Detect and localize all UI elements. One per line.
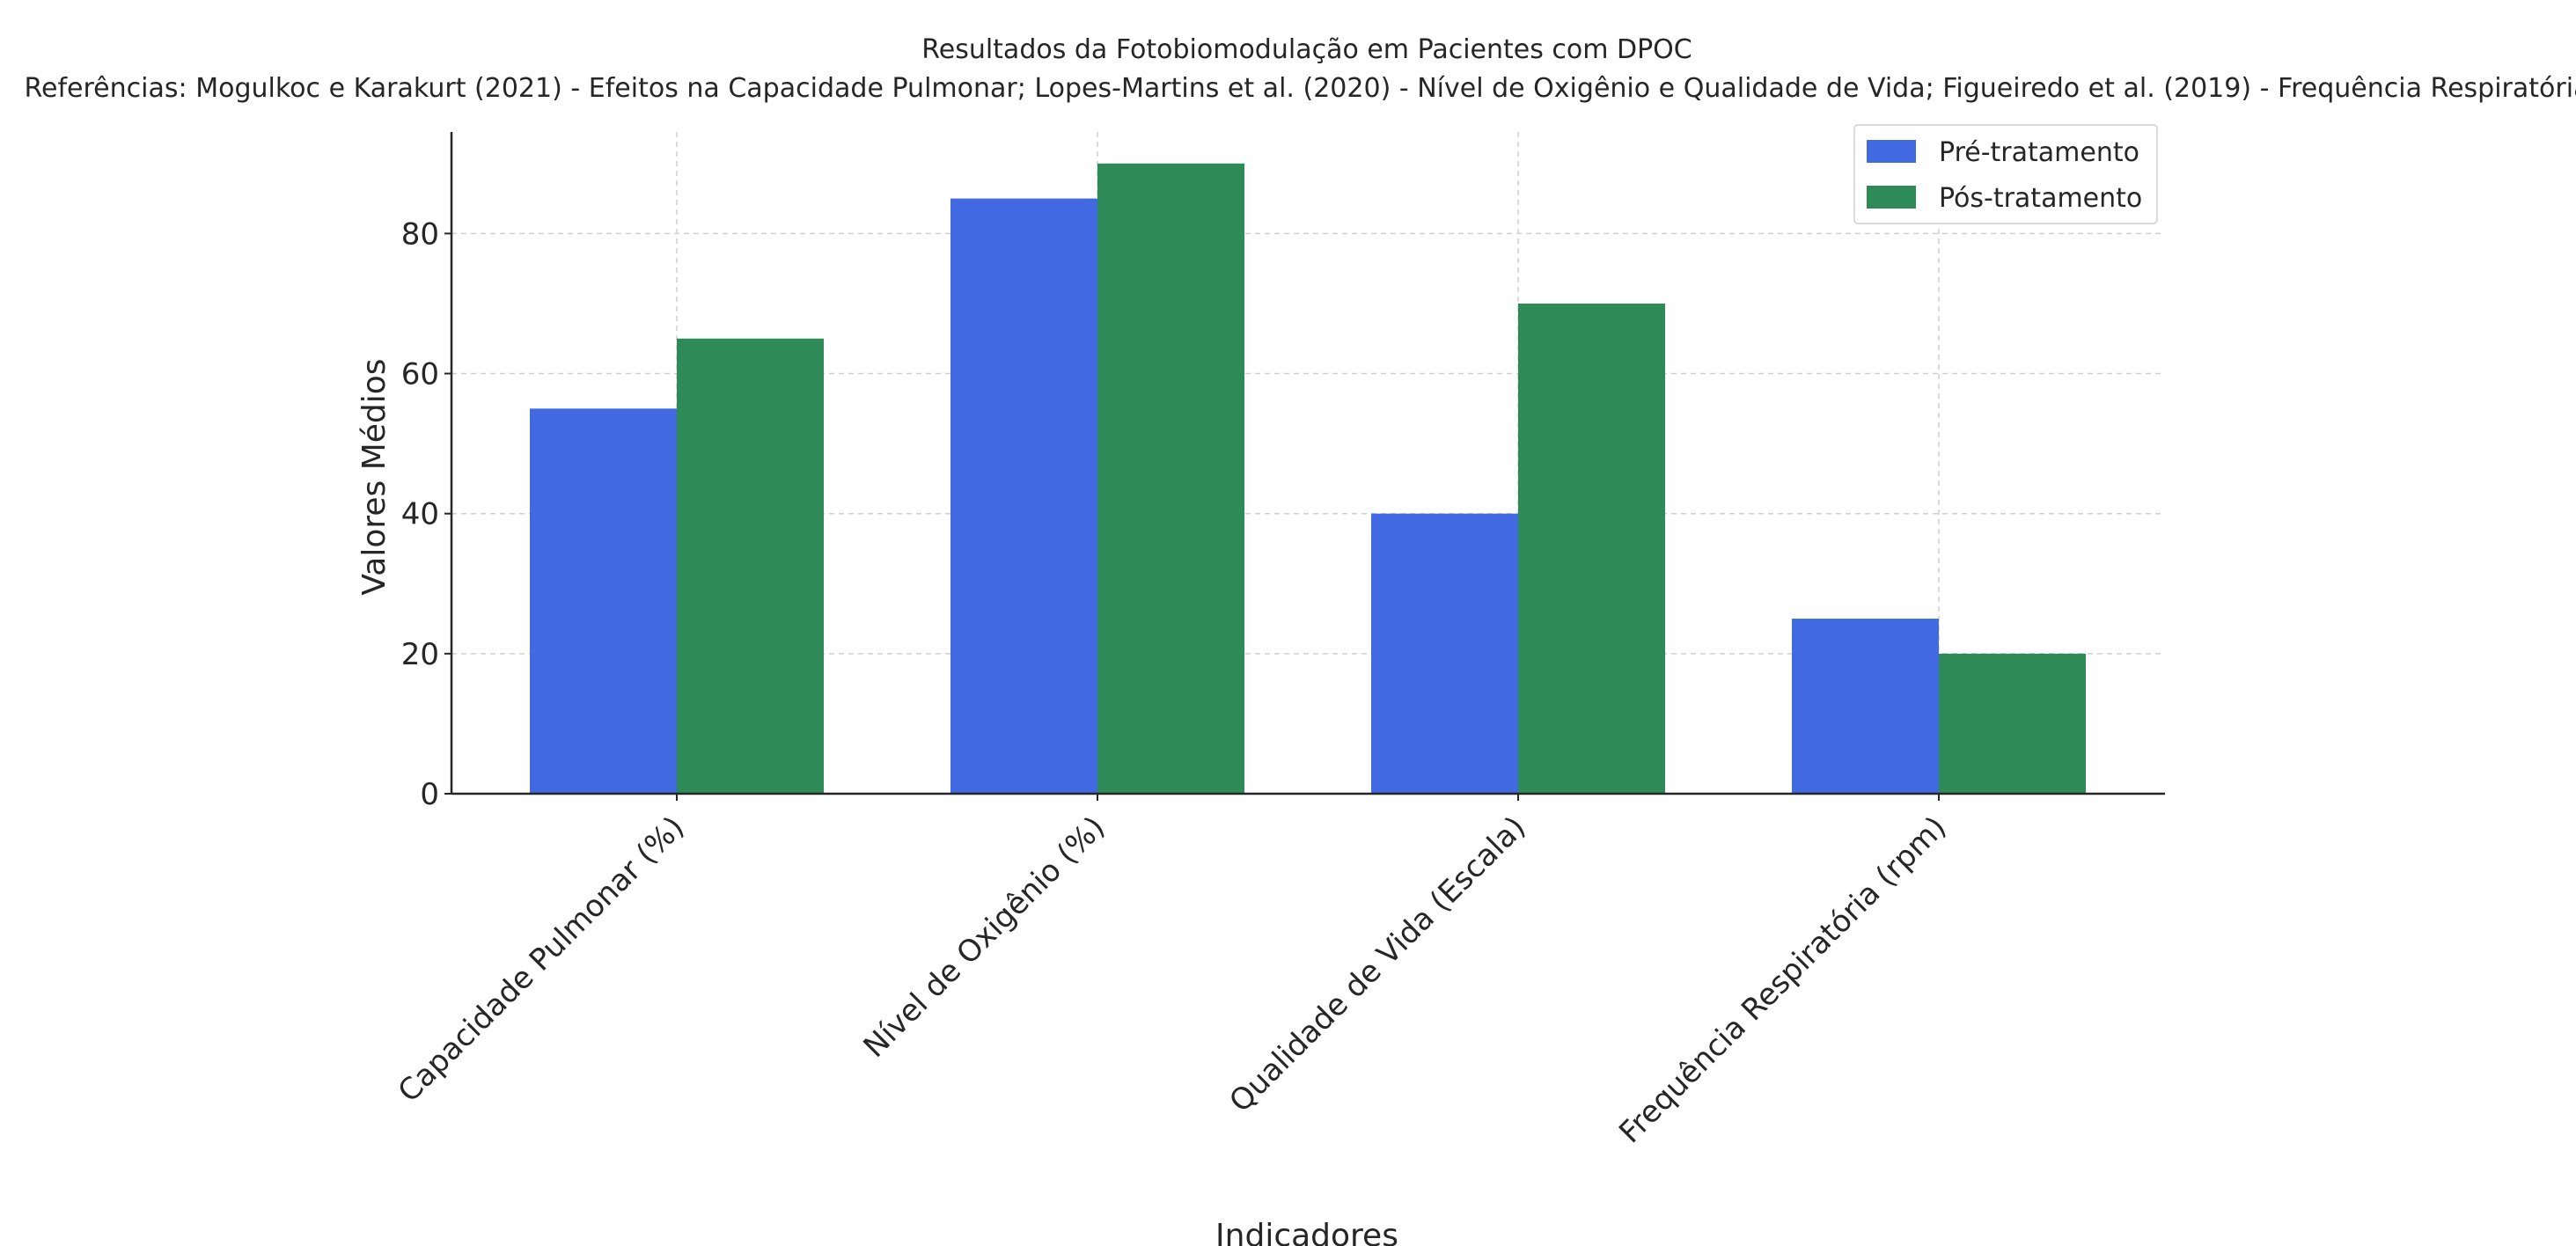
bar-post-3 <box>1939 653 2086 794</box>
legend-swatch-0 <box>1867 140 1916 163</box>
y-axis-label: Valores Médios <box>356 358 393 595</box>
x-tick-label-0: Capacidade Pulmonar (%) <box>392 810 692 1110</box>
bars <box>530 163 2086 795</box>
legend-label-0: Pré-tratamento <box>1939 137 2139 168</box>
bar-post-0 <box>677 338 824 794</box>
y-tick-label-1: 20 <box>401 637 439 672</box>
y-tick-labels: 0 20 40 60 80 <box>401 216 439 812</box>
y-tick-label-2: 40 <box>401 497 439 532</box>
bar-pre-0 <box>530 408 677 794</box>
bar-pre-3 <box>1792 619 1939 794</box>
chart-title: Resultados da Fotobiomodulação em Pacien… <box>921 34 1692 65</box>
axes <box>444 132 2165 801</box>
bar-pre-1 <box>950 198 1097 794</box>
x-tick-label-3: Frequência Respiratória (rpm) <box>1612 810 1953 1150</box>
y-tick-label-0: 0 <box>420 777 439 812</box>
chart-subtitle: Referências: Mogulkoc e Karakurt (2021) … <box>25 73 2576 104</box>
legend: Pré-tratamento Pós-tratamento <box>1853 124 2158 224</box>
legend-swatch-1 <box>1867 186 1916 209</box>
x-tick-label-1: Nível de Oxigênio (%) <box>857 810 1112 1065</box>
x-axis-label: Indicadores <box>1215 1218 1398 1246</box>
y-tick-label-4: 80 <box>401 216 439 252</box>
legend-label-1: Pós-tratamento <box>1939 183 2142 214</box>
bar-post-1 <box>1097 163 1244 795</box>
legend-frame <box>1853 124 2158 224</box>
y-tick-label-3: 60 <box>401 357 439 392</box>
x-tick-labels: Capacidade Pulmonar (%) Nível de Oxigênio… <box>392 810 1954 1150</box>
bar-post-2 <box>1518 303 1665 794</box>
x-tick-label-2: Qualidade de Vida (Escala) <box>1222 810 1532 1119</box>
bar-pre-2 <box>1371 513 1518 794</box>
